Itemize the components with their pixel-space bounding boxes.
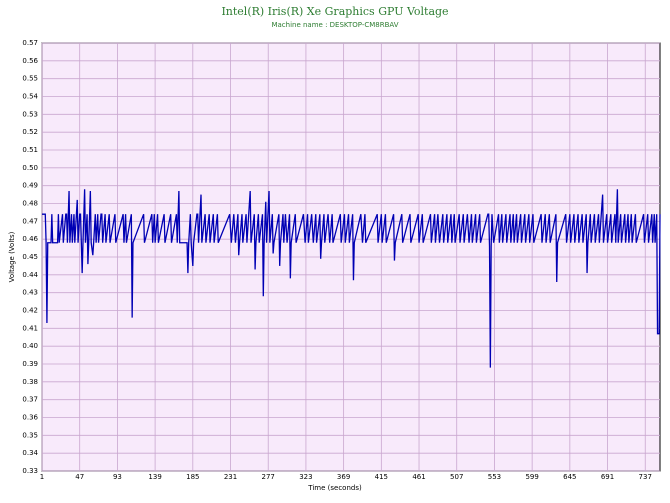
x-tick-label: 691 <box>601 473 614 481</box>
y-tick-label: 0.49 <box>22 182 38 190</box>
y-tick-label: 0.56 <box>22 57 38 65</box>
y-tick-label: 0.46 <box>22 235 38 243</box>
y-tick-label: 0.53 <box>22 110 38 118</box>
x-tick-label: 231 <box>224 473 237 481</box>
y-tick-label: 0.54 <box>22 93 38 101</box>
x-tick-label: 139 <box>148 473 161 481</box>
chart-subtitle: Machine name : DESKTOP-CM8RBAV <box>271 21 398 29</box>
y-tick-label: 0.36 <box>22 414 38 422</box>
x-tick-label: 507 <box>450 473 463 481</box>
x-tick-label: 323 <box>299 473 312 481</box>
y-tick-label: 0.43 <box>22 289 38 297</box>
y-tick-label: 0.37 <box>22 396 38 404</box>
y-tick-label: 0.44 <box>22 271 38 279</box>
y-tick-label: 0.47 <box>22 217 38 225</box>
y-tick-label: 0.48 <box>22 200 38 208</box>
y-tick-label: 0.34 <box>22 449 38 457</box>
y-tick-label: 0.51 <box>22 146 38 154</box>
y-tick-label: 0.55 <box>22 75 38 83</box>
x-tick-label: 93 <box>113 473 122 481</box>
x-tick-label: 737 <box>639 473 652 481</box>
x-tick-label: 645 <box>563 473 576 481</box>
x-tick-label: 1 <box>40 473 44 481</box>
x-tick-label: 185 <box>186 473 199 481</box>
x-tick-label: 599 <box>525 473 538 481</box>
y-tick-label: 0.35 <box>22 431 38 439</box>
x-axis-label: Time (seconds) <box>307 484 362 492</box>
x-tick-label: 47 <box>75 473 84 481</box>
y-tick-label: 0.33 <box>22 467 38 475</box>
x-tick-label: 461 <box>412 473 425 481</box>
data-line <box>42 189 661 368</box>
y-tick-label: 0.45 <box>22 253 38 261</box>
y-tick-label: 0.40 <box>22 342 38 350</box>
y-tick-label: 0.39 <box>22 360 38 368</box>
y-tick-label: 0.57 <box>22 39 38 47</box>
y-tick-label: 0.52 <box>22 128 38 136</box>
y-tick-label: 0.38 <box>22 378 38 386</box>
y-tick-label: 0.50 <box>22 164 38 172</box>
chart-title: Intel(R) Iris(R) Xe Graphics GPU Voltage <box>221 5 448 18</box>
y-tick-label: 0.41 <box>22 324 38 332</box>
x-tick-label: 369 <box>337 473 350 481</box>
y-axis-label: Voltage (Volts) <box>8 231 16 282</box>
x-tick-label: 277 <box>262 473 275 481</box>
y-tick-label: 0.42 <box>22 307 38 315</box>
x-tick-label: 553 <box>488 473 501 481</box>
x-tick-label: 415 <box>375 473 388 481</box>
